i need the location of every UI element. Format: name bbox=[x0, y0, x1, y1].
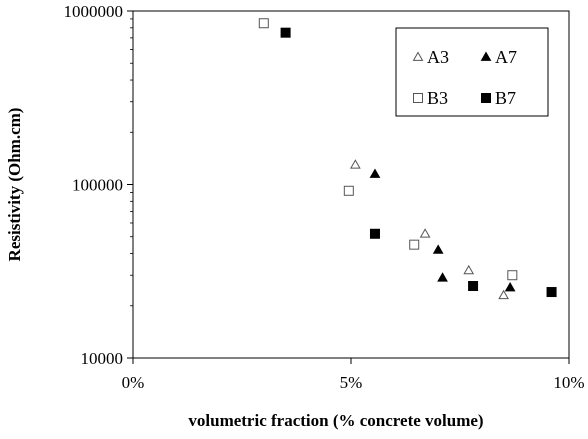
y-tick-label: 10000 bbox=[81, 349, 124, 368]
point-a3 bbox=[419, 228, 431, 238]
legend-marker-a7 bbox=[480, 51, 492, 61]
legend-label-a7: A7 bbox=[495, 47, 517, 67]
point-a7 bbox=[437, 272, 448, 282]
point-b7 bbox=[280, 27, 291, 38]
legend-marker-b7 bbox=[481, 93, 491, 103]
legend-label-b3: B3 bbox=[427, 88, 448, 108]
point-a3 bbox=[349, 159, 361, 169]
point-a3 bbox=[463, 264, 475, 275]
x-tick-label: 0% bbox=[122, 373, 145, 392]
data-points bbox=[258, 18, 557, 300]
y-axis: 10000 100000 1000000 bbox=[64, 2, 133, 368]
point-a7 bbox=[369, 168, 381, 178]
point-b3 bbox=[409, 239, 420, 250]
legend-label-b7: B7 bbox=[495, 88, 516, 108]
legend-marker-a3 bbox=[412, 51, 424, 61]
x-axis: 0% 5% 10% bbox=[122, 358, 585, 392]
point-b7 bbox=[546, 287, 557, 298]
legend-label-a3: A3 bbox=[427, 47, 449, 67]
point-b3 bbox=[507, 270, 518, 281]
x-axis-label: volumetric fraction (% concrete volume) bbox=[188, 411, 483, 430]
point-a7 bbox=[432, 244, 444, 254]
point-b7 bbox=[369, 228, 380, 239]
point-b7 bbox=[468, 281, 479, 292]
x-tick-label: 5% bbox=[340, 373, 363, 392]
y-axis-label: Resistivity (Ohm.cm) bbox=[5, 108, 24, 262]
y-tick-label: 100000 bbox=[72, 176, 123, 195]
x-tick-label: 10% bbox=[553, 373, 584, 392]
legend: A3 A7 B3 B7 bbox=[395, 27, 549, 117]
point-b3 bbox=[343, 185, 354, 196]
point-b3 bbox=[258, 18, 269, 29]
point-a3 bbox=[498, 289, 509, 300]
legend-marker-b3 bbox=[413, 93, 423, 103]
point-a7 bbox=[504, 281, 516, 292]
y-tick-label: 1000000 bbox=[64, 2, 124, 21]
